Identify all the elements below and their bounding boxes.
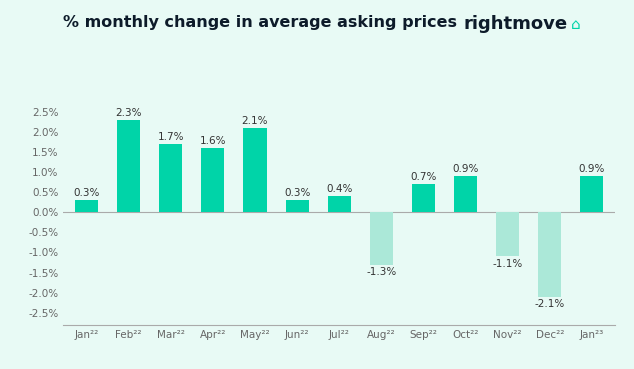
Bar [580,176,604,212]
Bar [243,128,266,212]
Text: % monthly change in average asking prices: % monthly change in average asking price… [63,15,457,30]
Text: -1.3%: -1.3% [366,267,396,277]
Text: 2.3%: 2.3% [115,108,142,118]
Text: 0.9%: 0.9% [579,164,605,174]
Bar [496,212,519,256]
Text: -2.1%: -2.1% [534,299,565,309]
Text: ⌂: ⌂ [571,17,580,32]
Bar [75,200,98,212]
Text: rightmove: rightmove [463,15,567,33]
Bar [117,120,140,212]
Bar [370,212,393,265]
Text: 0.4%: 0.4% [326,184,353,194]
Text: 0.9%: 0.9% [452,164,479,174]
Bar [285,200,309,212]
Text: 2.1%: 2.1% [242,115,268,125]
Bar [159,144,183,212]
Text: 0.7%: 0.7% [410,172,437,182]
Text: 0.3%: 0.3% [74,188,100,198]
Bar [538,212,561,297]
Bar [202,148,224,212]
Text: 0.3%: 0.3% [284,188,310,198]
Text: 1.7%: 1.7% [157,132,184,142]
Text: -1.1%: -1.1% [493,259,523,269]
Bar [454,176,477,212]
Bar [412,184,435,212]
Text: 1.6%: 1.6% [200,136,226,146]
Bar [328,196,351,212]
